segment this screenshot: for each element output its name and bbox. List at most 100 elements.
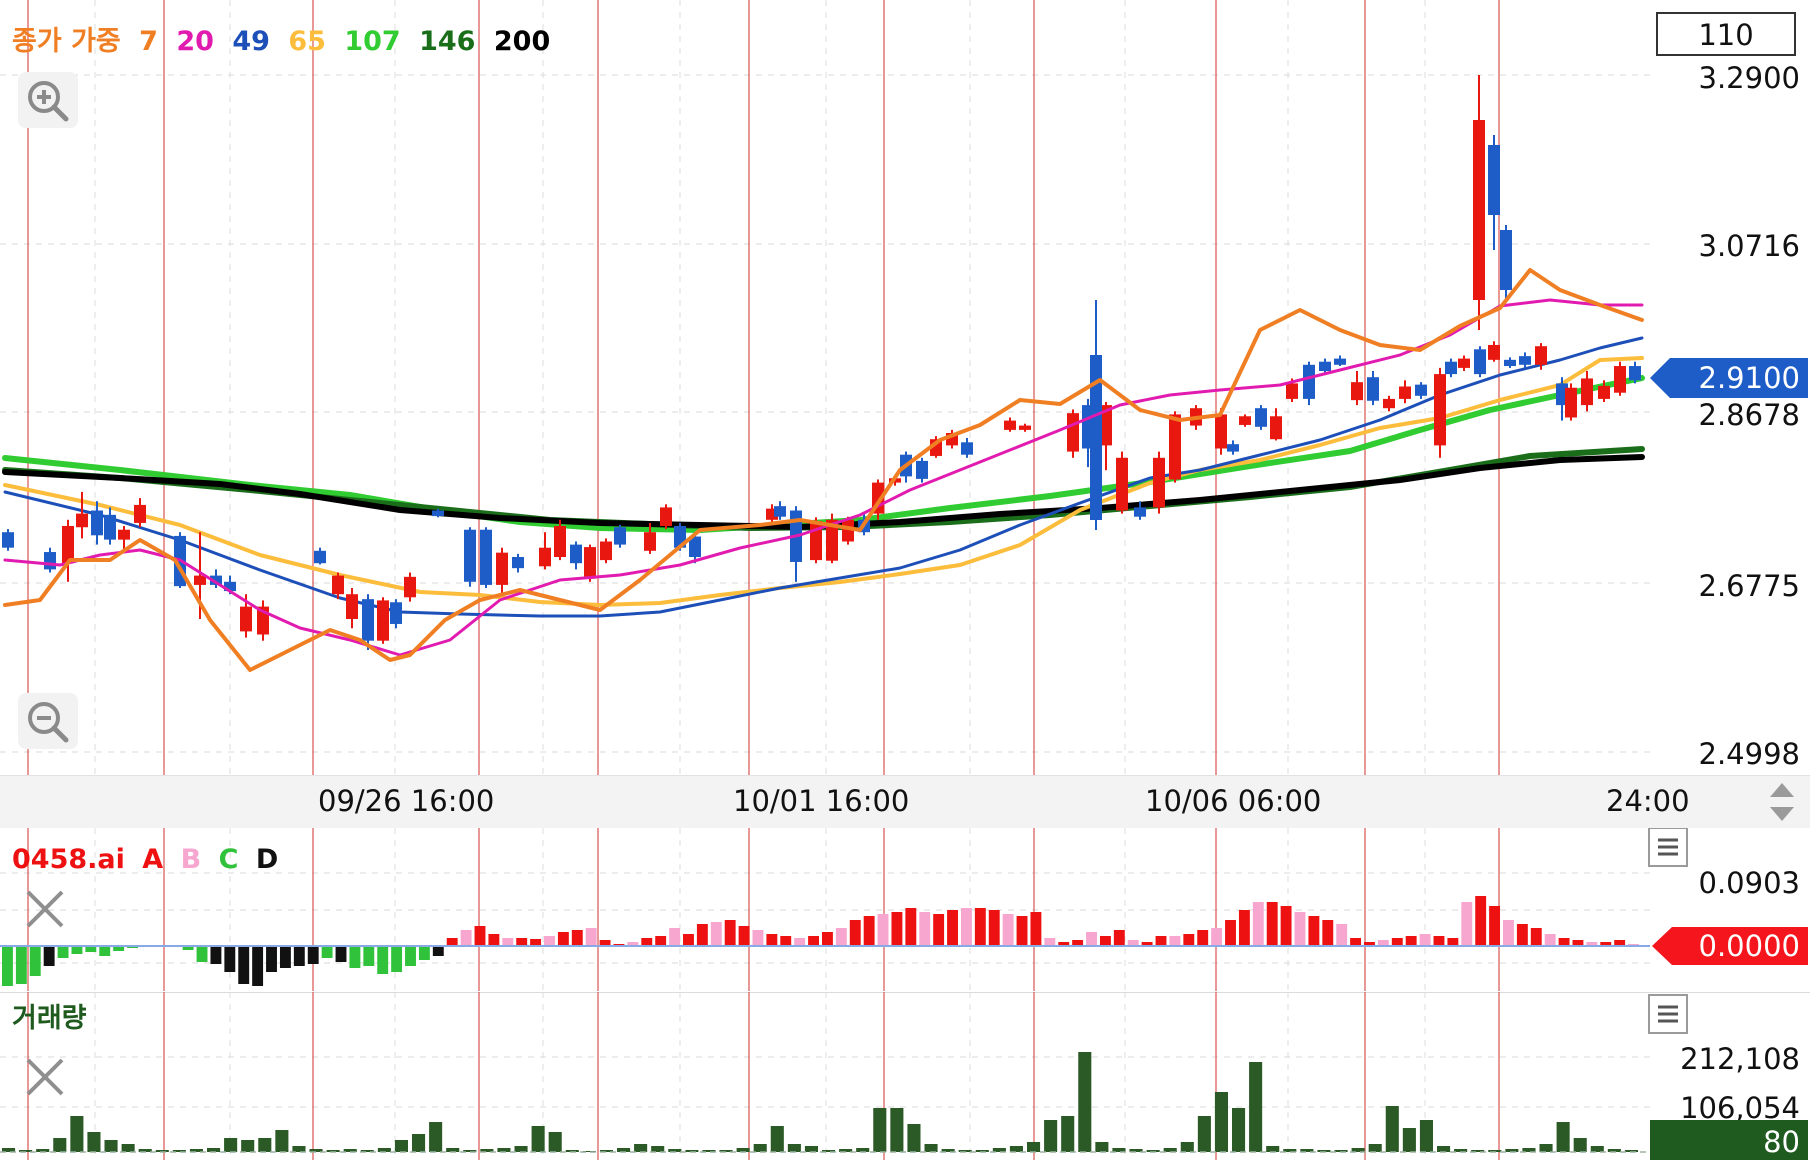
indicator-bar xyxy=(405,946,416,966)
close-icon[interactable] xyxy=(26,1058,64,1096)
volume-bar xyxy=(1180,1142,1194,1152)
indicator-bar xyxy=(1141,942,1153,946)
volume-bar xyxy=(1044,1120,1058,1152)
volume-bar xyxy=(1249,1062,1263,1152)
volume-bar xyxy=(1163,1148,1177,1152)
volume-bar xyxy=(856,1148,870,1152)
volume-bar xyxy=(377,1148,391,1152)
candle-body xyxy=(512,557,524,569)
volume-bar xyxy=(1556,1122,1570,1152)
indicator-bar xyxy=(1002,914,1014,946)
indicator-bar xyxy=(238,946,250,984)
volume-bar xyxy=(53,1138,67,1152)
volume-bar xyxy=(104,1140,118,1152)
candle-body xyxy=(1383,398,1395,409)
indicator-bar xyxy=(1238,910,1250,946)
ma-legend-7: 7 xyxy=(139,26,158,57)
volume-bar xyxy=(1351,1148,1365,1152)
ma-65-line xyxy=(3,356,1644,607)
volume-bar xyxy=(770,1126,784,1152)
volume-bar xyxy=(258,1138,272,1152)
mid-moving-averages xyxy=(3,336,1644,618)
indicator-bar xyxy=(1044,938,1056,946)
volume-bar xyxy=(1197,1116,1211,1152)
candle-body xyxy=(766,508,778,520)
volume-bar xyxy=(1471,1150,1485,1152)
indicator-bar xyxy=(99,946,111,956)
candle-body xyxy=(1399,386,1411,399)
volume-bar xyxy=(19,1150,33,1152)
volume-bar xyxy=(1437,1146,1451,1152)
price-chart[interactable]: 종가 가중 7 20 49 65 107 146 200 110 3 xyxy=(0,0,1810,775)
candle-body xyxy=(1367,377,1379,401)
close-icon[interactable] xyxy=(26,890,64,928)
menu-icon[interactable] xyxy=(1648,994,1688,1034)
indicator-bar xyxy=(488,934,500,946)
period-value: 110 xyxy=(1698,18,1753,52)
volume-bar xyxy=(736,1148,750,1152)
volume-panel[interactable]: 거래량 212,108 106,054 80 xyxy=(0,992,1810,1160)
indicator-bar xyxy=(57,946,69,958)
volume-bar xyxy=(617,1148,631,1152)
indicator-bar xyxy=(210,946,222,964)
indicator-bar xyxy=(669,928,681,946)
volume-bar xyxy=(1078,1052,1092,1152)
indicator-bar xyxy=(1322,920,1334,946)
indicator-bar xyxy=(293,946,305,966)
indicator-bar xyxy=(196,946,208,962)
volume-axis-tick-2: 106,054 xyxy=(1680,1091,1800,1125)
indicator-bar xyxy=(835,928,847,946)
indicator-bar xyxy=(266,946,277,972)
indicator-bar xyxy=(571,930,583,946)
current-price-value: 2.9100 xyxy=(1699,361,1800,395)
volume-bar xyxy=(326,1150,340,1152)
indicator-bar xyxy=(1197,930,1209,946)
candle-body xyxy=(224,581,236,592)
candle-body xyxy=(2,532,14,548)
indicator-bar xyxy=(391,946,403,972)
indicator-bar xyxy=(1127,940,1139,946)
indicator-bar xyxy=(627,942,639,946)
volume-bar xyxy=(787,1144,801,1152)
indicator-bar xyxy=(891,912,903,946)
time-label-1: 09/26 16:00 xyxy=(318,784,495,818)
indicator-bar xyxy=(585,928,597,946)
volume-bar xyxy=(975,1150,989,1152)
candle-body xyxy=(1227,444,1239,452)
period-box[interactable] xyxy=(1656,12,1796,56)
scroll-arrows-icon[interactable] xyxy=(1762,779,1802,825)
volume-bar xyxy=(1590,1146,1604,1152)
volume-value-tag xyxy=(1650,1120,1808,1160)
indicator-bar xyxy=(988,910,1000,946)
candle-body xyxy=(1519,356,1531,365)
candle-body xyxy=(1116,457,1128,511)
volume-bar xyxy=(446,1148,460,1152)
candle-body xyxy=(480,529,492,585)
volume-bar xyxy=(634,1144,648,1152)
indicator-series-c: C xyxy=(219,844,239,875)
menu-icon[interactable] xyxy=(1648,828,1688,867)
volume-bar xyxy=(1573,1138,1587,1152)
indicator-bar xyxy=(1489,906,1501,946)
candle-body xyxy=(1581,378,1593,406)
indicator-panel[interactable]: 0458.ai A B C D 0.0903 0.0000 xyxy=(0,828,1810,991)
indicator-bar xyxy=(863,916,875,946)
candle-body xyxy=(432,510,444,517)
volume-bar xyxy=(1266,1146,1280,1152)
indicator-bar xyxy=(349,946,361,968)
zoom-out-icon[interactable] xyxy=(18,693,78,749)
volume-bar xyxy=(873,1108,887,1152)
indicator-bar xyxy=(1058,942,1070,946)
indicator-bar xyxy=(1252,902,1264,946)
indicator-bar xyxy=(335,946,347,962)
volume-bar xyxy=(924,1144,938,1152)
indicator-bar xyxy=(321,946,333,958)
indicator-bar xyxy=(1475,896,1487,946)
candle-body xyxy=(660,507,672,526)
candle-body xyxy=(1255,408,1267,427)
indicator-bar xyxy=(557,932,569,946)
indicator-bar xyxy=(1016,916,1028,946)
zoom-in-icon[interactable] xyxy=(18,72,78,128)
candle-body xyxy=(1100,405,1112,446)
indicator-bar xyxy=(460,930,472,946)
